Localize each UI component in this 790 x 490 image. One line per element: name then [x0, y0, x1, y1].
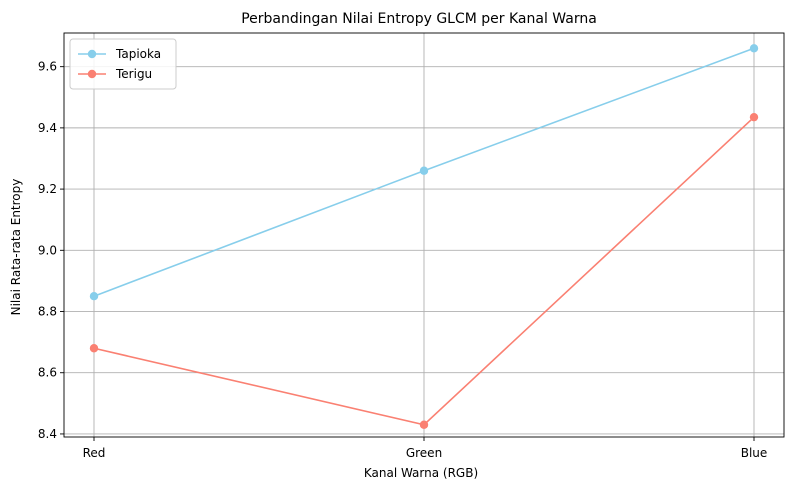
- x-tick-label: Green: [406, 446, 442, 460]
- legend-box: [69, 38, 177, 90]
- data-point-terigu: [419, 420, 429, 429]
- data-point-terigu: [749, 112, 759, 122]
- legend-item-terigu: Terigu: [78, 67, 152, 81]
- grid-layer: [64, 33, 784, 437]
- legend: Tapioka Terigu: [69, 38, 177, 90]
- y-tick-label: 9.0: [38, 243, 57, 257]
- y-axis-label: Nilai Rata-rata Entropy: [9, 179, 23, 316]
- data-point-terigu: [89, 344, 99, 353]
- legend-label: Tapioka: [115, 47, 161, 61]
- series-terigu: [89, 112, 759, 429]
- y-tick-label: 9.6: [38, 60, 57, 74]
- legend-swatch-marker: [87, 49, 97, 59]
- y-tick-label: 9.2: [38, 182, 57, 196]
- legend-item-tapioka: Tapioka: [78, 47, 161, 61]
- legend-swatch-marker: [87, 69, 97, 79]
- y-tick-label: 9.4: [38, 121, 57, 135]
- legend-label: Terigu: [115, 67, 152, 81]
- x-tick-label: Red: [83, 446, 106, 460]
- series-tapioka: [89, 44, 759, 301]
- data-point-tapioka: [89, 292, 99, 301]
- series-layer: [89, 44, 759, 429]
- x-axis-label: Kanal Warna (RGB): [364, 466, 478, 480]
- y-tick-label: 8.6: [38, 366, 57, 380]
- y-tick-label: 8.4: [38, 427, 57, 441]
- tick-layer: Red Green Blue 8.4 8.6 8.8 9.0 9.2 9.4 9.6: [38, 60, 767, 460]
- y-tick-label: 8.8: [38, 305, 57, 319]
- x-tick-label: Blue: [741, 446, 768, 460]
- chart-title: Perbandingan Nilai Entropy GLCM per Kana…: [241, 11, 597, 27]
- data-point-tapioka: [749, 44, 759, 53]
- data-point-tapioka: [419, 166, 429, 175]
